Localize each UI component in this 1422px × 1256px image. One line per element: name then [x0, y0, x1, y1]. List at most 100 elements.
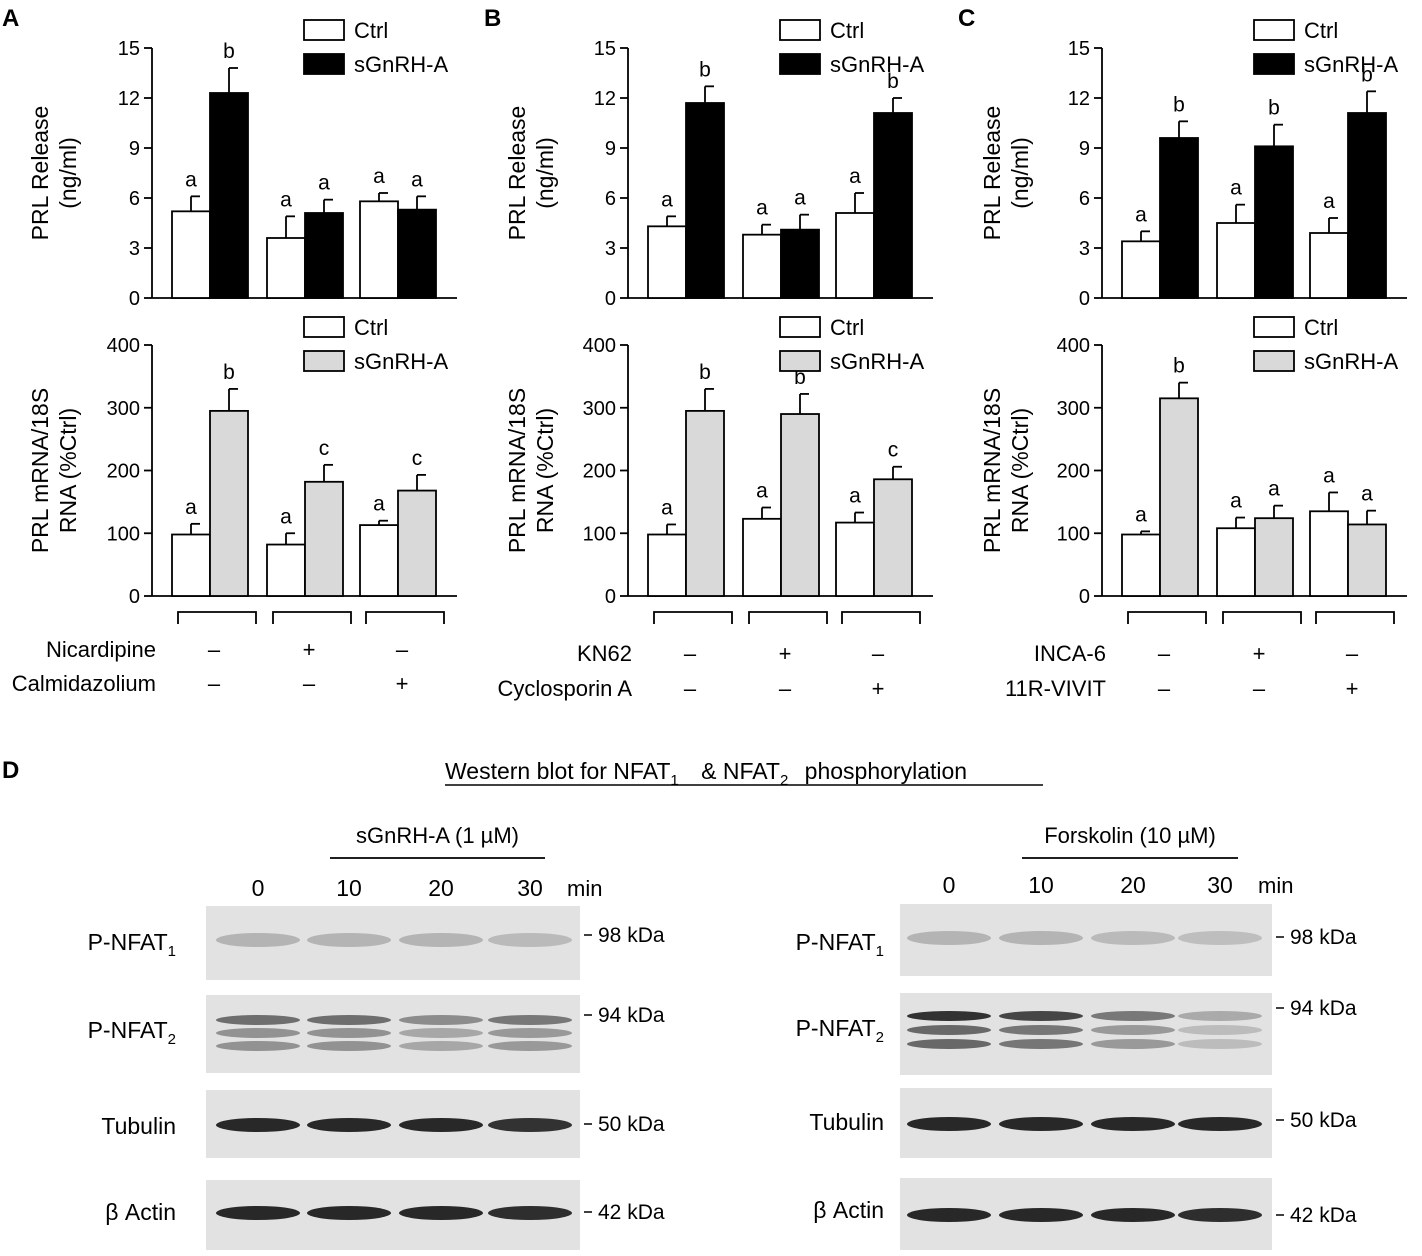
panel-b-release-sig-letter: a: [661, 188, 673, 211]
panel-b-mrna-tick-label: 0: [605, 586, 616, 608]
blot-band: [216, 1118, 300, 1132]
blot-band: [1178, 1117, 1262, 1131]
panel-b-release-sig-letter: a: [756, 197, 768, 220]
blot-band: [999, 1011, 1083, 1021]
panel-b-mrna-sig-letter: a: [661, 496, 673, 519]
blot-row-label-text: P-NFAT: [796, 1015, 876, 1041]
panel-b-release-tick-label: 0: [605, 288, 616, 310]
panel-a-release-tick-label: 12: [118, 88, 140, 110]
blot-band: [999, 1117, 1083, 1131]
treatment-sign: –: [208, 637, 221, 662]
panel-b-mrna-tick-label: 300: [583, 398, 616, 420]
group-bracket: [1127, 611, 1207, 624]
panel-c-release-bar: [1309, 232, 1349, 299]
panel-b-release-tick-label: 6: [605, 188, 616, 210]
panel-b-mrna-bar: [742, 517, 782, 597]
panel-a-mrna-y-label-line2: RNA (%Ctrl): [55, 408, 81, 533]
blot-row-label-text: β Actin: [105, 1199, 176, 1225]
blot-band: [1091, 1117, 1175, 1131]
panel-a-release-bar: [397, 208, 437, 299]
blot-band: [1178, 1025, 1262, 1035]
panel-c-release-tick-label: 15: [1068, 38, 1090, 60]
blot-row-label: P-NFAT2: [88, 1017, 176, 1048]
panel-b-release-bar: [873, 112, 913, 299]
panel-c-mrna-sig-letter: a: [1135, 503, 1147, 526]
panel-a-mrna-sig-letter: a: [373, 493, 385, 516]
kda-label: 42 kDa: [1290, 1204, 1357, 1227]
western-title-part: phosphorylation: [798, 758, 967, 784]
panel-a-mrna-bar: [266, 543, 306, 597]
panel-b-release-legend-label: Ctrl: [830, 18, 864, 43]
panel-c-release-y-label: PRL Release (ng/ml): [979, 106, 1033, 241]
blot-band: [307, 1206, 391, 1220]
panel-a-release-sig-letter: a: [318, 172, 330, 195]
time-label: 20: [1120, 872, 1146, 898]
panel-c-release-tick-label: 9: [1079, 138, 1090, 160]
panel-a-mrna-sig-letter: a: [185, 496, 197, 519]
panel-b-release-sig-letter: a: [794, 187, 806, 210]
time-label: 30: [517, 875, 543, 901]
panel-b-release-y-label-line2: (ng/ml): [532, 137, 558, 209]
blot-row-label-sub: 2: [876, 1029, 884, 1046]
treatment-sign: –: [1158, 676, 1171, 701]
panel-b-release-tick-label: 9: [605, 138, 616, 160]
blot-band: [1178, 1011, 1262, 1021]
kda-label: 42 kDa: [598, 1201, 665, 1224]
blot-band: [488, 1015, 572, 1025]
blot-band: [399, 1206, 483, 1220]
group-bracket: [177, 611, 257, 624]
panel-c-mrna-y-label-line2: RNA (%Ctrl): [1007, 408, 1033, 533]
blot-band: [216, 1206, 300, 1220]
treatment-label: sGnRH-A (1 µM): [356, 823, 519, 848]
panel-b-release-bar: [647, 225, 687, 299]
blot-row-label-sub: 1: [876, 943, 884, 960]
panel-a-mrna-chart: 0 100 200 300 400 PRL mRNA/18S RNA (%Ctrl) a b a c…: [27, 315, 457, 608]
panel-c-release-sig-letter: a: [1323, 190, 1335, 213]
time-unit: min: [567, 876, 602, 901]
panel-c-mrna-bar: [1121, 533, 1161, 597]
blot-row-label-text: P-NFAT: [88, 929, 168, 955]
blot-band: [488, 1041, 572, 1051]
panel-c-release-bar: [1216, 222, 1256, 299]
panel-b-release-bar: [742, 233, 782, 299]
blot-band: [399, 1015, 483, 1025]
panel-b-release-tick-label: 3: [605, 238, 616, 260]
panel-c-mrna-bar: [1254, 517, 1294, 597]
blot-band: [1091, 1039, 1175, 1049]
panel-c-release-legend-swatch: [1253, 53, 1295, 75]
blot-row-label-sub: 1: [168, 943, 176, 960]
blot-band: [907, 931, 991, 945]
panel-b-mrna-sig-letter: b: [794, 366, 806, 389]
treatment-sign: –: [208, 671, 221, 696]
blot-band: [907, 1117, 991, 1131]
blot-band: [999, 1039, 1083, 1049]
treatment-sign: +: [1346, 676, 1359, 701]
blot-band: [488, 1028, 572, 1038]
treatment-label: INCA-6: [1034, 641, 1106, 666]
panel-b-release-sig-letter: a: [849, 165, 861, 188]
treatment-sign: –: [396, 637, 409, 662]
blot-band: [307, 933, 391, 947]
panel-c-mrna-sig-letter: a: [1323, 464, 1335, 487]
panel-c-release-tick-label: 0: [1079, 288, 1090, 310]
blot-band: [307, 1028, 391, 1038]
treatment-label: KN62: [577, 641, 632, 666]
panel-a-mrna-bar: [359, 524, 399, 597]
panel-c-mrna-tick-label: 300: [1057, 398, 1090, 420]
panel-b-mrna-tick-label: 400: [583, 335, 616, 357]
time-label: 10: [336, 875, 362, 901]
blot-band: [399, 1118, 483, 1132]
panel-c-mrna-bar: [1347, 523, 1387, 597]
blot-band: [216, 933, 300, 947]
panel-c-mrna-tick-label: 400: [1057, 335, 1090, 357]
panel-a-mrna-legend-swatch: [303, 316, 345, 338]
treatment-sign: +: [872, 676, 885, 701]
time-label: 30: [1207, 872, 1233, 898]
group-bracket: [841, 611, 921, 624]
panel-a-mrna-bar: [304, 480, 344, 597]
panel-c-mrna-y-label-line1: PRL mRNA/18S: [979, 388, 1005, 553]
panel-letter-a: A: [2, 5, 19, 32]
